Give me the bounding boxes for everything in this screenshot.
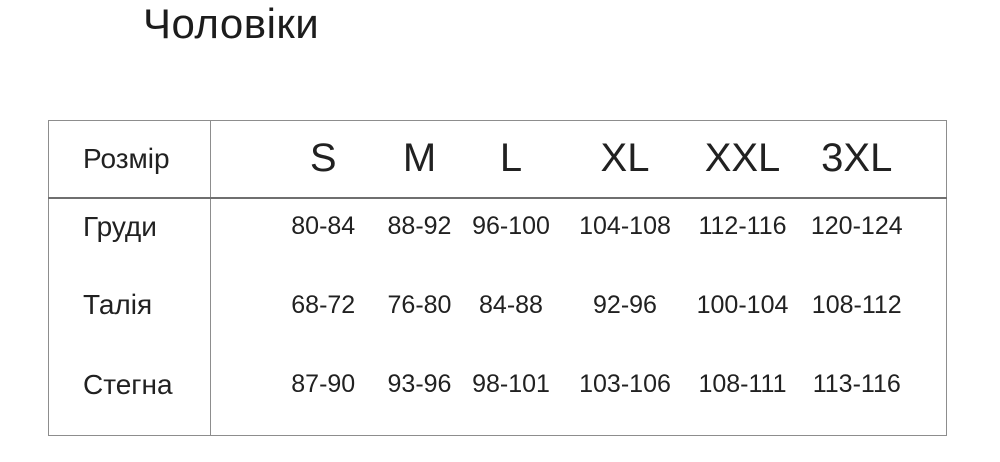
cell-hips-xl: 103-106 <box>579 370 671 399</box>
row-label-chest: Груди <box>48 197 211 277</box>
col-header-l: L <box>465 120 567 199</box>
cell-chest-xl: 104-108 <box>579 212 671 241</box>
col-header-3xl: 3XL <box>801 120 947 199</box>
table-row-waist: Талія 68-72 76-80 84-88 92-96 100-104 10… <box>48 276 947 357</box>
col-header-xxl: XXL <box>683 120 802 199</box>
table-row-hips: Стегна 87-90 93-96 98-101 103-106 108-11… <box>48 356 947 436</box>
cell-waist-3xl: 108-112 <box>811 290 902 319</box>
cell-hips-l: 98-101 <box>472 370 550 399</box>
cell-chest-l: 96-100 <box>472 212 550 241</box>
col-header-s: S <box>210 120 374 199</box>
cell-waist-m: 76-80 <box>387 290 452 319</box>
col-header-size-label: Розмір <box>48 120 211 199</box>
cell-chest-s: 80-84 <box>291 212 356 241</box>
cell-waist-xl: 92-96 <box>593 290 657 319</box>
cell-hips-s: 87-90 <box>291 370 356 399</box>
table-row-chest: Груди 80-84 88-92 96-100 104-108 112-116… <box>48 197 947 277</box>
col-header-xl: XL <box>566 120 684 199</box>
cell-waist-s: 68-72 <box>291 290 356 319</box>
cell-waist-l: 84-88 <box>479 290 543 319</box>
cell-hips-3xl: 113-116 <box>812 370 901 399</box>
col-header-m: M <box>373 120 466 199</box>
row-label-waist: Талія <box>48 276 211 357</box>
cell-chest-m: 88-92 <box>387 212 452 241</box>
cell-chest-xxl: 112-116 <box>698 212 787 241</box>
row-label-hips: Стегна <box>48 356 211 436</box>
cell-hips-m: 93-96 <box>387 370 452 399</box>
table-header-row: Розмір S M L XL XXL 3XL <box>48 120 947 199</box>
page-title: Чоловіки <box>143 0 320 47</box>
cell-hips-xxl: 108-111 <box>698 370 787 399</box>
cell-waist-xxl: 100-104 <box>696 290 789 319</box>
size-chart-table: Розмір S M L XL XXL 3XL Груди 80-84 88-9… <box>48 120 947 436</box>
cell-chest-3xl: 120-124 <box>810 212 903 241</box>
